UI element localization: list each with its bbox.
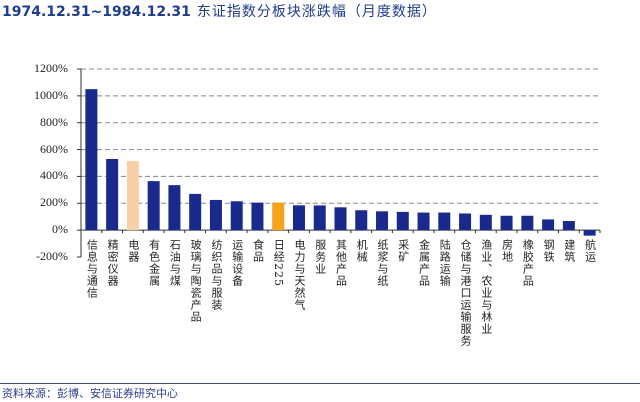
bar-3 bbox=[147, 181, 160, 231]
x-tick-label: 电器 bbox=[126, 239, 140, 263]
x-tick-label: 运输设备 bbox=[230, 239, 244, 287]
chart-title: 1974.12.31~1984.12.31 东证指数分板块涨跌幅（月度数据） bbox=[2, 1, 437, 21]
y-tick-label: 600% bbox=[40, 141, 68, 156]
x-tick-label: 精密仪器 bbox=[106, 239, 120, 287]
bar-chart bbox=[77, 68, 601, 258]
bar-16 bbox=[417, 212, 430, 231]
bar-8 bbox=[251, 202, 264, 231]
source-note: 资料来源：彭博、安信证券研究中心 bbox=[2, 387, 178, 400]
bar-10 bbox=[292, 205, 305, 231]
bar-13 bbox=[355, 210, 368, 231]
x-tick-label: 有色金属 bbox=[147, 239, 161, 287]
title-text: 东证指数分板块涨跌幅（月度数据） bbox=[196, 4, 437, 20]
x-tick-label: 钢铁 bbox=[542, 239, 556, 263]
x-tick-label: 机械 bbox=[355, 239, 369, 263]
y-tick-label: 1000% bbox=[34, 87, 68, 102]
y-tick-label: 400% bbox=[40, 168, 68, 183]
bar-14 bbox=[376, 211, 389, 231]
bar-18 bbox=[459, 213, 472, 231]
bar-1 bbox=[106, 158, 119, 231]
x-tick-label: 房地 bbox=[500, 239, 514, 263]
x-tick-label: 其他产品 bbox=[334, 239, 348, 287]
bar-9 bbox=[272, 202, 285, 231]
bar-23 bbox=[562, 221, 575, 231]
footer-divider bbox=[0, 383, 640, 384]
bar-2 bbox=[126, 160, 139, 231]
bar-12 bbox=[334, 207, 347, 231]
x-tick-label: 纺织品与服装 bbox=[209, 239, 223, 311]
x-tick-label: 信息与通信 bbox=[85, 239, 99, 299]
x-tick-label: 纸浆与纸 bbox=[376, 239, 390, 287]
y-tick-label: -200% bbox=[36, 249, 68, 263]
x-tick-label: 服务业 bbox=[313, 239, 327, 275]
x-tick-label: 电力与天然气 bbox=[292, 239, 306, 311]
bar-6 bbox=[209, 199, 222, 231]
bar-20 bbox=[500, 215, 513, 231]
bar-17 bbox=[438, 212, 451, 231]
title-date-range: 1974.12.31~1984.12.31 bbox=[2, 4, 191, 20]
x-tick-label: 玻璃与陶瓷产品 bbox=[189, 239, 203, 323]
y-tick-label: 0% bbox=[52, 222, 68, 237]
x-tick-label: 金属产品 bbox=[417, 239, 431, 287]
bar-24 bbox=[583, 230, 596, 236]
x-tick-label: 橡胶产品 bbox=[521, 239, 535, 287]
y-tick-label: 800% bbox=[40, 114, 68, 129]
x-tick-label: 日经225 bbox=[272, 239, 286, 287]
x-tick-label: 食品 bbox=[251, 239, 265, 263]
bar-0 bbox=[85, 89, 98, 231]
bar-4 bbox=[168, 185, 181, 231]
y-tick-label: 1200% bbox=[34, 61, 68, 75]
x-tick-label: 石油与煤 bbox=[168, 239, 182, 287]
x-tick-label: 建筑 bbox=[562, 239, 576, 263]
x-tick-label: 渔业、农业与林业 bbox=[479, 239, 493, 335]
bar-15 bbox=[396, 211, 409, 231]
bar-11 bbox=[313, 205, 326, 231]
bar-7 bbox=[230, 201, 243, 231]
bar-5 bbox=[189, 193, 202, 231]
bar-22 bbox=[542, 219, 555, 231]
x-tick-label: 航运 bbox=[583, 239, 597, 263]
x-tick-label: 陆路运输 bbox=[438, 239, 452, 287]
bar-21 bbox=[521, 215, 534, 231]
x-tick-label: 仓储与港口运输服务 bbox=[459, 239, 473, 347]
bar-19 bbox=[479, 214, 492, 231]
x-tick-label: 采矿 bbox=[396, 239, 410, 263]
y-tick-label: 200% bbox=[40, 195, 68, 210]
